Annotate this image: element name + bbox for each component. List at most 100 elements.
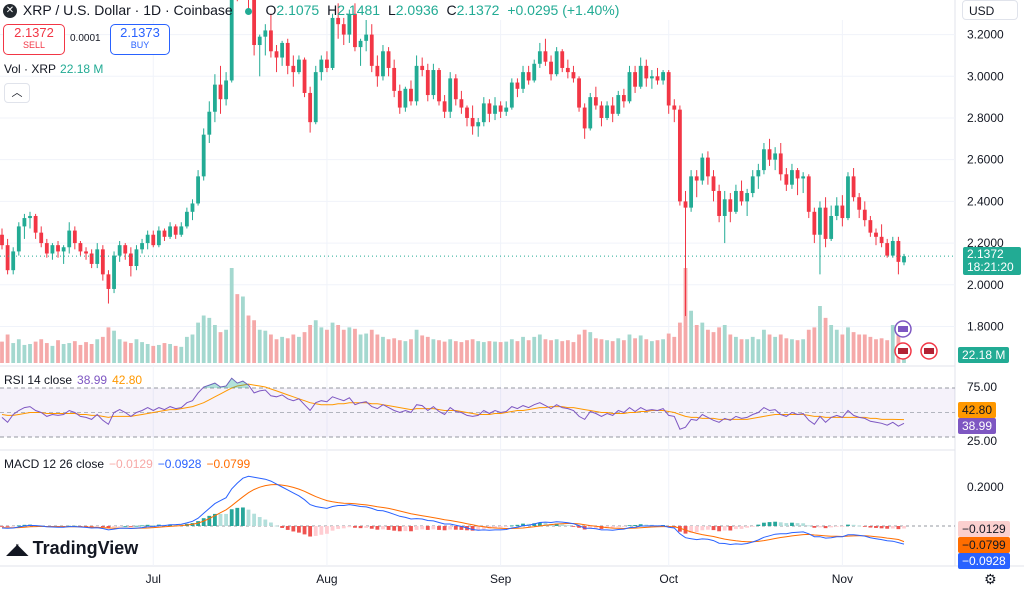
macd-histogram-bar	[409, 526, 413, 532]
xrp-logo-icon: ✕	[3, 4, 17, 19]
volume-bar	[308, 325, 313, 363]
candle-body	[677, 109, 682, 202]
gear-icon[interactable]: ⚙	[984, 571, 997, 587]
tradingview-logo[interactable]: ◢◣ TradingView	[6, 538, 138, 559]
volume-bar	[470, 339, 475, 363]
rsi-legend[interactable]: RSI 14 close 38.99 42.80	[4, 373, 142, 387]
candle-body	[442, 101, 447, 112]
macd-histogram-bar	[291, 526, 296, 532]
candle-body	[829, 215, 834, 239]
brand-text: TradingView	[32, 538, 139, 558]
candle-body	[868, 220, 873, 233]
candle-body	[778, 153, 783, 175]
volume-bar	[319, 327, 324, 363]
candle-body	[851, 176, 856, 198]
macd-histogram-bar	[89, 526, 94, 527]
price-tick-label: 2.4000	[967, 194, 1004, 208]
macd-histogram-bar	[235, 507, 240, 526]
candle-body	[504, 107, 509, 112]
volume-bar	[420, 335, 425, 363]
volume-bar	[829, 325, 834, 363]
volume-bar	[532, 336, 537, 363]
macd-histogram-bar	[470, 526, 475, 531]
volume-bar	[498, 342, 503, 363]
candle-body	[526, 72, 531, 81]
macd-histogram-bar	[571, 526, 576, 527]
volume-bar	[661, 339, 665, 363]
volume-legend[interactable]: Vol · XRP 22.18 M	[4, 62, 103, 76]
candle-body	[515, 82, 520, 89]
volume-bar	[722, 325, 727, 363]
candle-body	[218, 84, 223, 100]
volume-bar	[885, 340, 890, 363]
volume-bar	[224, 329, 229, 363]
macd-histogram-bar	[560, 524, 565, 526]
macd-legend[interactable]: MACD 12 26 close −0.0129 −0.0928 −0.0799	[4, 457, 250, 471]
candle-body	[431, 70, 436, 96]
volume-bar	[481, 342, 486, 363]
macd-histogram-bar	[392, 526, 397, 531]
macd-label: MACD 12 26 close	[4, 457, 105, 471]
time-tick-label: Nov	[832, 572, 853, 586]
macd-histogram-bar	[302, 526, 307, 535]
macd-histogram-bar	[498, 526, 503, 528]
macd-histogram-bar	[403, 526, 408, 532]
volume-bar	[571, 342, 576, 363]
candle-body	[184, 211, 189, 227]
rsi-overbought-fill	[203, 378, 249, 388]
currency-selector[interactable]: USD	[962, 0, 1018, 20]
macd-histogram-bar	[358, 526, 363, 529]
macd-histogram-bar	[241, 507, 245, 526]
candle-body	[453, 78, 458, 100]
buy-label: BUY	[130, 40, 150, 50]
macd-histogram-bar	[381, 526, 385, 530]
volume-bar	[156, 344, 161, 363]
macd-histogram-bar	[325, 526, 329, 534]
macd-histogram-bar	[862, 526, 867, 527]
candle-body	[224, 80, 229, 100]
volume-bar	[190, 334, 195, 363]
volume-bar	[560, 341, 565, 363]
volume-bar	[509, 339, 514, 363]
candle-body	[179, 226, 184, 235]
volume-bar	[78, 344, 83, 363]
volume-bar	[493, 341, 497, 363]
macd-histogram-bar	[795, 523, 800, 526]
macd-histogram-bar	[201, 518, 206, 526]
candle-body	[543, 51, 548, 62]
volume-bar	[212, 325, 217, 363]
volume-bar	[246, 315, 251, 363]
volume-bar	[381, 336, 385, 363]
macd-hist-tag: −0.0129	[958, 521, 1010, 537]
candle-body	[582, 107, 587, 129]
volume-bar	[425, 336, 430, 363]
buy-button[interactable]: 2.1373 BUY	[110, 24, 170, 55]
volume-bar	[818, 306, 822, 363]
volume-bar	[84, 342, 88, 363]
macd-histogram-bar	[353, 526, 357, 528]
macd-histogram-bar	[778, 522, 783, 526]
volume-bar	[257, 329, 262, 363]
chevron-up-icon[interactable]: ︿	[4, 83, 30, 103]
volume-tag: 22.18 M	[958, 347, 1010, 363]
candle-body	[846, 176, 850, 219]
volume-bar	[201, 315, 206, 363]
candle-body	[694, 176, 699, 181]
volume-bar	[582, 329, 587, 363]
candle-body	[112, 255, 116, 289]
macd-histogram-bar	[834, 526, 839, 527]
volume-bar	[840, 334, 845, 363]
symbol-header[interactable]: ✕ XRP / U.S. Dollar · 1D · Coinbase O2.1…	[0, 0, 619, 20]
time-tick-label: Sep	[490, 572, 512, 586]
price-tick-label: 3.2000	[967, 28, 1004, 42]
volume-bar	[72, 341, 77, 363]
candle-body	[465, 107, 469, 118]
macd-histogram-bar	[722, 526, 727, 531]
sell-button[interactable]: 2.1372 SELL	[3, 24, 65, 55]
candle-body	[448, 78, 453, 112]
macd-histogram-bar	[784, 523, 789, 526]
volume-label: Vol · XRP	[4, 62, 57, 76]
volume-bar	[33, 341, 38, 363]
symbol-title[interactable]: XRP / U.S. Dollar · 1D · Coinbase	[22, 2, 233, 18]
